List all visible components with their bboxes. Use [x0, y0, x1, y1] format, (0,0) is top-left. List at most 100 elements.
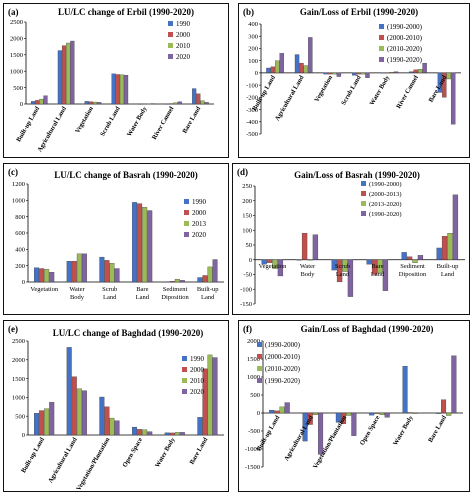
bar: [119, 74, 124, 105]
legend-swatch: [361, 191, 366, 196]
chart-d-plot: -150 -100 -50 0 50 100 150 200 250 Vegetation Wate…: [240, 181, 465, 308]
x-tick-label: Scrub Land: [99, 105, 122, 137]
bar: [435, 412, 441, 414]
y-tick-label: -100: [246, 82, 258, 89]
y-tick-label: 2500: [10, 19, 23, 26]
bar: [179, 280, 185, 283]
x-tick-label: Open Space: [121, 436, 144, 468]
bar: [382, 259, 389, 291]
bar: [299, 62, 304, 74]
bar: [34, 413, 40, 436]
bar: [173, 102, 178, 105]
x-tick-label: Scrub: [335, 263, 350, 270]
chart-c-svg: (c) LU/LC change of Basrah (1990-2020) 0…: [8, 167, 224, 301]
panel-label-c: (c): [8, 167, 18, 177]
bar: [169, 432, 175, 436]
y-tick-label: 0: [249, 257, 252, 264]
x-tick-label: Agricultural Land: [36, 105, 68, 153]
legend-swatch: [182, 367, 187, 372]
bar: [109, 263, 115, 283]
bar: [335, 412, 341, 423]
legend-swatch: [257, 354, 262, 359]
bar: [142, 207, 148, 283]
y-tick-label: 1500: [10, 52, 23, 59]
bar: [437, 72, 443, 93]
bar: [192, 88, 197, 105]
x-tick-label: River Cannel: [395, 74, 420, 110]
chart-f-title: Gain/Loss of Baghdad (1990-2020): [301, 324, 434, 334]
x-tick-label: Agricultural Land: [283, 414, 315, 462]
x-tick-label: Built-up Land: [20, 436, 46, 474]
y-tick-label: 0: [257, 410, 260, 417]
bar: [393, 71, 399, 74]
bar: [84, 101, 89, 105]
chart-c-plot: 0 200 400 600 800 1000 1200 Vegetation WaterBody…: [12, 181, 224, 301]
bar: [369, 412, 375, 416]
y-tick-label: -100: [240, 286, 252, 293]
bar: [377, 259, 383, 274]
legend-label: 2013: [192, 220, 207, 228]
bar: [146, 103, 151, 105]
bar: [76, 388, 82, 436]
bar: [196, 93, 201, 105]
bar: [61, 45, 67, 105]
bar: [137, 203, 143, 283]
legend-label: 2000: [190, 366, 205, 374]
bar: [202, 368, 208, 436]
bar: [346, 412, 352, 416]
y-tick-label: -1500: [245, 464, 260, 471]
x-tick-label: Vegetation: [74, 105, 95, 134]
y-tick-label: 150: [242, 213, 252, 220]
bar: [142, 103, 147, 105]
bar: [294, 54, 300, 74]
bar: [212, 357, 218, 436]
bar: [71, 376, 77, 436]
y-tick-label: -400: [246, 119, 258, 126]
y-tick-label: 400: [15, 247, 25, 254]
bar: [412, 259, 418, 263]
bar: [406, 256, 413, 260]
bar: [92, 101, 98, 105]
y-tick-label: 300: [248, 33, 258, 40]
bar: [277, 259, 284, 277]
legend-swatch: [182, 378, 187, 383]
bar: [312, 412, 318, 415]
chart-a-svg: (a) LU/LC change of Erbil (1990-2020) 0 5…: [8, 7, 214, 153]
bar: [99, 256, 105, 283]
bar: [169, 281, 175, 283]
legend-label: (1990-2020): [369, 211, 402, 218]
legend-swatch: [184, 199, 189, 204]
bar: [418, 412, 424, 414]
chart-panel-d: (d) Gain/Loss of Basrah (1990-2020) -150…: [232, 163, 470, 315]
bar: [114, 420, 120, 436]
bar: [401, 252, 407, 260]
legend-swatch: [257, 366, 262, 371]
bar: [81, 390, 87, 436]
x-tick-label: Water: [69, 286, 85, 293]
bar: [442, 72, 447, 98]
chart-e-plot: 0 500 1000 1500 2000 2500 Built-up Land Agricul…: [12, 338, 224, 491]
y-tick-label: 0: [20, 101, 23, 108]
bar: [336, 72, 342, 77]
chart-b-title: Gain/Loss of Erbil (1990-2020): [300, 7, 418, 17]
x-tick-label: Water Body: [369, 74, 392, 107]
x-tick-label: Built-up: [197, 286, 219, 293]
bar: [164, 281, 170, 283]
bar: [197, 417, 203, 436]
bar: [318, 412, 324, 455]
bar: [441, 236, 448, 260]
bar: [43, 95, 48, 105]
legend-label: 2010: [190, 377, 205, 385]
y-tick-label: 0: [22, 432, 25, 439]
x-tick-label: Land: [201, 294, 215, 301]
chart-c-title: LU/LC change of Basrah (1990-2020): [54, 170, 198, 180]
legend-label: 2000: [176, 31, 191, 39]
x-tick-label: Land: [103, 294, 117, 301]
bar: [413, 69, 418, 74]
bar: [76, 253, 82, 283]
legend-swatch: [168, 21, 173, 26]
legend-swatch: [168, 32, 173, 37]
bar: [137, 429, 143, 436]
bar: [379, 412, 385, 415]
bar: [81, 253, 87, 283]
